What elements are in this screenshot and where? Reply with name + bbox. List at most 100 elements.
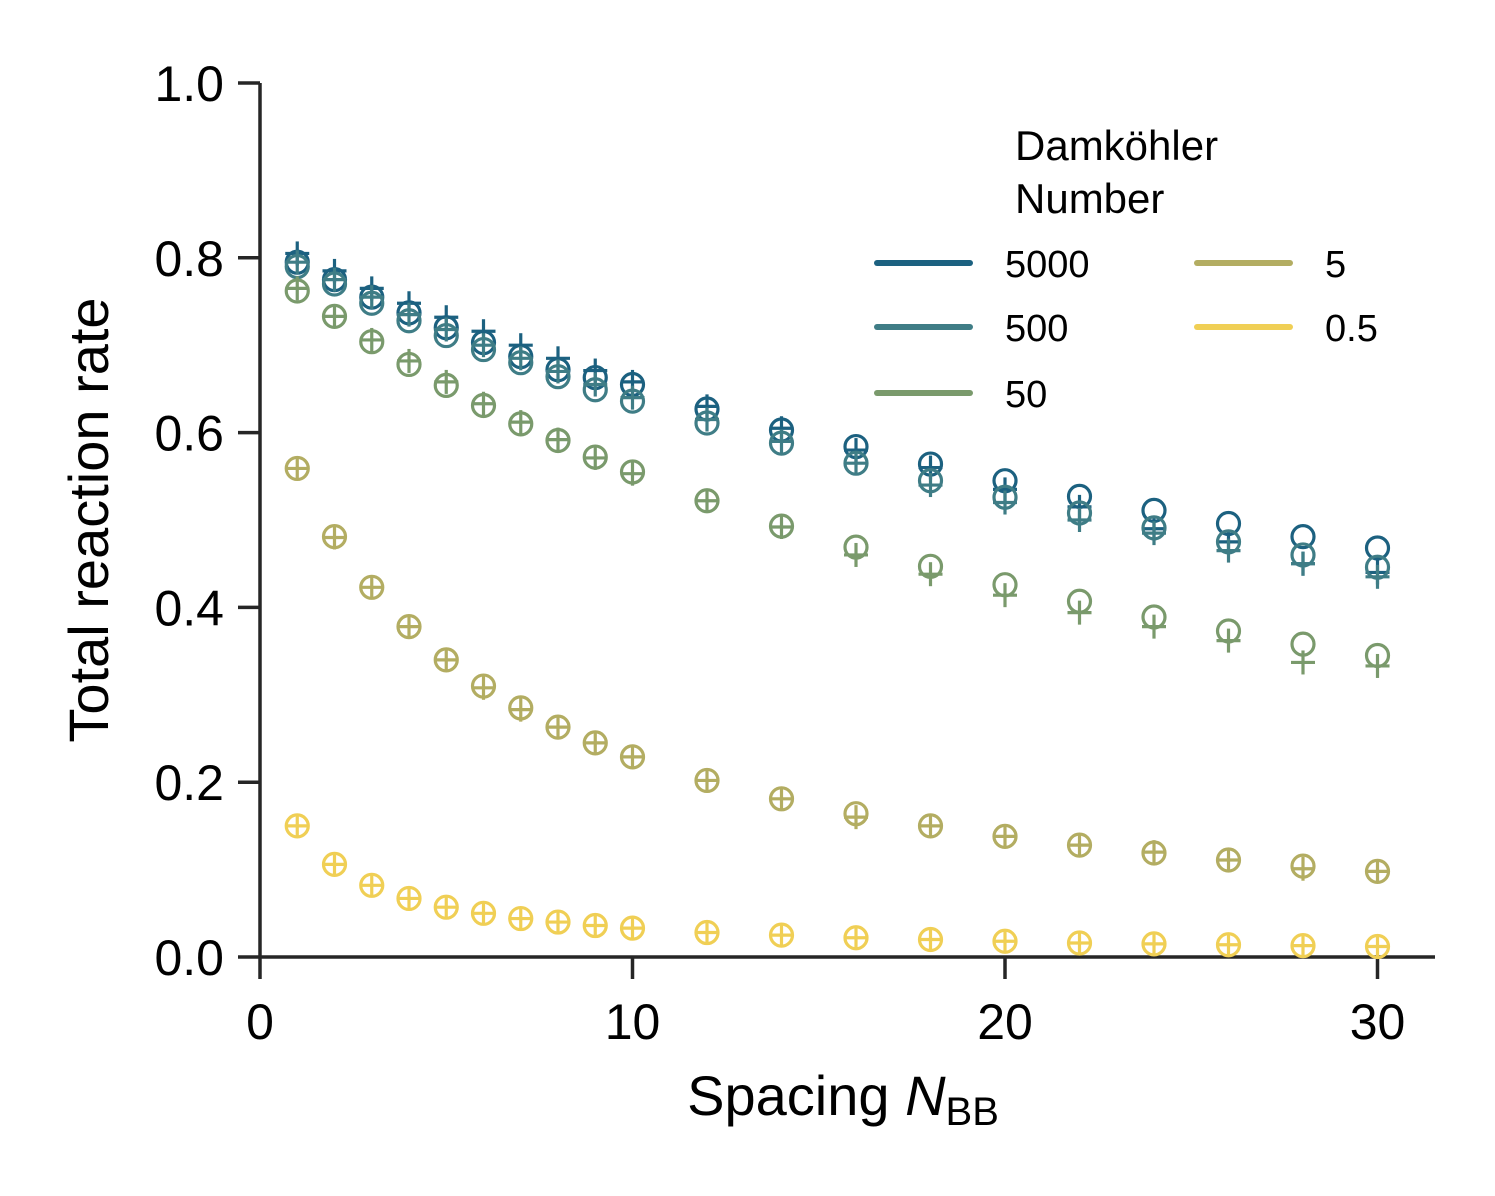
circle-marker (1364, 535, 1391, 561)
plus-marker (434, 369, 459, 394)
legend: Damköhler Number 5000 500 50 5 0.5 (874, 122, 1378, 416)
series-5 (284, 455, 1391, 884)
plus-marker (434, 895, 459, 920)
plus-marker (769, 786, 794, 811)
y-tick-label: 0.4 (154, 580, 224, 636)
legend-title-line1: Damköhler (1015, 122, 1218, 169)
plus-marker (1142, 840, 1166, 865)
legend-title-line2: Number (1015, 175, 1164, 222)
series-50 (284, 276, 1391, 678)
plus-marker (918, 813, 943, 838)
plus-marker (1067, 600, 1092, 625)
y-tick-label: 1.0 (154, 56, 224, 112)
plus-marker (844, 925, 868, 950)
plus-marker (285, 456, 310, 481)
x-tick-label: 10 (605, 994, 661, 1050)
plus-marker (1365, 564, 1390, 589)
plus-marker (322, 304, 347, 329)
y-axis-title: Total reaction rate (57, 297, 120, 742)
plus-marker (322, 525, 347, 550)
legend-label: 500 (1005, 308, 1068, 350)
y-tick-label: 0.6 (154, 406, 224, 462)
plus-marker (285, 813, 310, 838)
plus-marker (993, 490, 1017, 515)
plus-marker (1142, 931, 1166, 956)
plus-marker (1291, 650, 1315, 675)
x-axis-symbol: N (905, 1064, 946, 1127)
plus-marker (769, 429, 794, 454)
plus-marker (583, 445, 608, 470)
plus-marker (695, 768, 719, 793)
plus-marker (695, 488, 719, 513)
plus-marker (546, 359, 570, 384)
plus-marker (359, 873, 384, 898)
plus-marker (359, 575, 384, 600)
plus-marker (1142, 521, 1166, 546)
plus-marker (769, 923, 794, 948)
plus-marker (546, 715, 570, 740)
series-0.5 (284, 813, 1391, 960)
legend-label: 50 (1005, 374, 1047, 416)
plus-marker (620, 916, 645, 941)
plus-marker (1291, 933, 1315, 958)
plus-marker (434, 647, 459, 672)
y-tick-label: 0.8 (154, 231, 224, 287)
plus-marker (285, 250, 310, 275)
plus-marker (993, 929, 1017, 954)
plus-marker (508, 346, 533, 371)
plus-marker (844, 542, 868, 567)
plus-marker (1216, 538, 1241, 563)
plus-marker (1216, 847, 1241, 872)
legend-item-5000: 5000 (874, 244, 1090, 286)
plus-marker (1067, 833, 1092, 858)
legend-item-5: 5 (1194, 244, 1346, 286)
plus-marker (359, 285, 384, 310)
plus-marker (471, 391, 496, 416)
plus-marker (695, 920, 719, 945)
series-500 (284, 250, 1391, 589)
plus-marker (471, 901, 496, 926)
plus-marker (583, 913, 608, 938)
plus-marker (1142, 614, 1166, 639)
y-tick-label: 0.2 (154, 755, 224, 811)
plus-marker (546, 427, 570, 452)
legend-label: 5000 (1005, 244, 1090, 286)
plus-marker (918, 562, 943, 587)
plus-marker (1365, 653, 1390, 678)
plus-marker (322, 852, 347, 877)
plus-marker (844, 451, 868, 476)
plus-marker (583, 372, 608, 397)
legend-item-500: 500 (874, 308, 1068, 350)
data-marks (284, 241, 1391, 960)
plus-marker (1365, 859, 1390, 884)
x-tick-label: 20 (977, 994, 1033, 1050)
x-axis-subscript: BB (946, 1090, 999, 1134)
plus-marker (397, 886, 421, 911)
plus-marker (1291, 551, 1315, 576)
plus-marker (508, 697, 533, 722)
plus-marker (397, 614, 421, 639)
y-tick-label: 0.0 (154, 930, 224, 986)
plus-marker (508, 410, 533, 435)
plus-marker (397, 348, 421, 373)
plus-marker (620, 385, 645, 410)
plus-marker (620, 461, 645, 486)
plus-marker (434, 317, 459, 342)
legend-item-50: 50 (874, 374, 1047, 416)
plus-marker (546, 910, 570, 935)
plus-marker (993, 583, 1017, 608)
legend-item-0.5: 0.5 (1194, 308, 1378, 350)
plus-marker (359, 327, 384, 352)
plus-marker (1067, 931, 1092, 956)
x-axis-label: Spacing (687, 1064, 905, 1127)
plus-marker (918, 473, 943, 498)
plus-marker (322, 267, 347, 292)
plus-marker (471, 333, 496, 358)
legend-label: 0.5 (1325, 308, 1378, 350)
plus-marker (285, 276, 310, 301)
plus-marker (471, 675, 496, 700)
plus-marker (769, 514, 794, 539)
plus-marker (583, 730, 608, 755)
x-axis-title: Spacing NBB (687, 1064, 999, 1134)
